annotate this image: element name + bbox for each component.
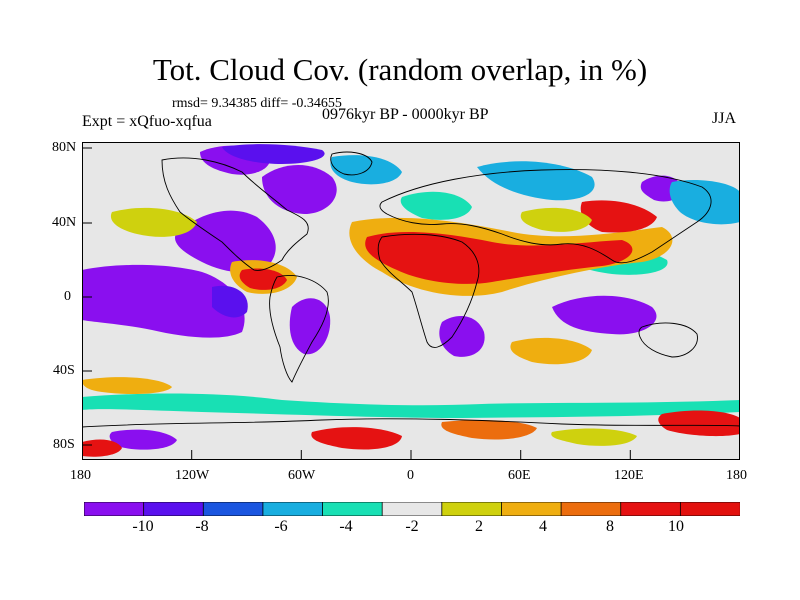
anomaly-patch xyxy=(289,298,331,355)
anomaly-patch xyxy=(222,144,325,164)
anomaly-patch xyxy=(669,180,740,225)
lat-label-0: 0 xyxy=(64,289,71,304)
colorbar-box xyxy=(262,502,324,516)
lon-label-180e: 180 xyxy=(726,468,747,483)
coastline-north-america xyxy=(161,157,309,271)
colorbar-label: 8 xyxy=(606,518,614,535)
anomaly-patch xyxy=(174,210,276,273)
colorbar-box xyxy=(620,502,682,516)
anomaly-patch xyxy=(658,410,740,437)
coastline-africa xyxy=(377,233,480,348)
season-label: JJA xyxy=(712,110,737,127)
anomaly-patch xyxy=(510,337,592,365)
colorbar-box xyxy=(322,502,383,516)
lon-label-60e: 60E xyxy=(508,468,531,483)
anomaly-patch xyxy=(365,232,633,284)
coastline-greenland xyxy=(330,151,373,176)
colorbar-label: -10 xyxy=(132,518,154,535)
colorbar-label: 2 xyxy=(475,518,483,535)
anomaly-patch xyxy=(212,285,248,318)
lon-label-120e: 120E xyxy=(614,468,644,483)
coastline-antarctica xyxy=(82,418,740,428)
stats-text: rmsd= 9.34385 diff= -0.34655 xyxy=(172,96,342,111)
colorbar-box xyxy=(441,502,503,516)
anomaly-patch xyxy=(439,316,485,357)
anomaly-fields xyxy=(82,144,740,457)
colorbar xyxy=(84,502,740,516)
colorbar-box xyxy=(202,502,264,516)
anomaly-patch xyxy=(552,295,657,335)
coastline-south-america xyxy=(269,275,329,383)
anomaly-patch xyxy=(110,207,197,237)
lon-label-60w: 60W xyxy=(288,468,316,483)
colorbar-box xyxy=(679,502,740,516)
colorbar-label: -4 xyxy=(339,518,353,535)
colorbar-label: 10 xyxy=(668,518,684,535)
lat-label-40n: 40N xyxy=(52,215,77,230)
colorbar-label: -6 xyxy=(274,518,288,535)
anomaly-patch xyxy=(400,191,472,220)
lon-label-120w: 120W xyxy=(175,468,210,483)
coastlines xyxy=(82,151,740,428)
map-ticks xyxy=(82,147,740,460)
colorbar-box xyxy=(84,502,145,516)
lat-label-80n: 80N xyxy=(52,140,77,155)
colorbar-label: -8 xyxy=(195,518,209,535)
anomaly-patch xyxy=(311,427,402,450)
anomaly-patch xyxy=(239,268,287,290)
colorbar-box xyxy=(560,502,622,516)
experiment-label: Expt = xQfuo-xqfua xyxy=(82,113,212,130)
lat-label-40s: 40S xyxy=(53,363,75,378)
coastline-australia xyxy=(638,322,698,358)
colorbar-boxes xyxy=(84,502,740,516)
colorbar-label: -2 xyxy=(405,518,419,535)
anomaly-patch xyxy=(109,429,177,450)
anomaly-patch xyxy=(520,207,592,232)
lat-label-80s: 80S xyxy=(53,437,75,452)
anomaly-patch xyxy=(82,377,172,395)
anomaly-patch xyxy=(441,420,537,440)
anomaly-patch xyxy=(82,393,740,418)
cloud-cover-map xyxy=(82,142,740,460)
anomaly-patch xyxy=(82,439,122,457)
anomaly-patch xyxy=(551,428,637,446)
colorbar-box xyxy=(381,502,443,516)
lon-label-180w: 180 xyxy=(70,468,91,483)
anomaly-patch xyxy=(262,164,337,214)
colorbar-box xyxy=(501,502,562,516)
coastline-eurasia xyxy=(379,169,712,264)
map-title: Tot. Cloud Cov. (random overlap, in %) xyxy=(152,52,648,87)
anomaly-patch xyxy=(82,264,245,338)
anomaly-patch xyxy=(580,200,657,233)
anomaly-patch xyxy=(477,161,595,201)
colorbar-label: 4 xyxy=(539,518,547,535)
lon-label-0: 0 xyxy=(407,468,414,483)
period-label: 0976kyr BP - 0000kyr BP xyxy=(322,106,489,123)
anomaly-patch xyxy=(330,155,402,185)
colorbar-box xyxy=(143,502,204,516)
